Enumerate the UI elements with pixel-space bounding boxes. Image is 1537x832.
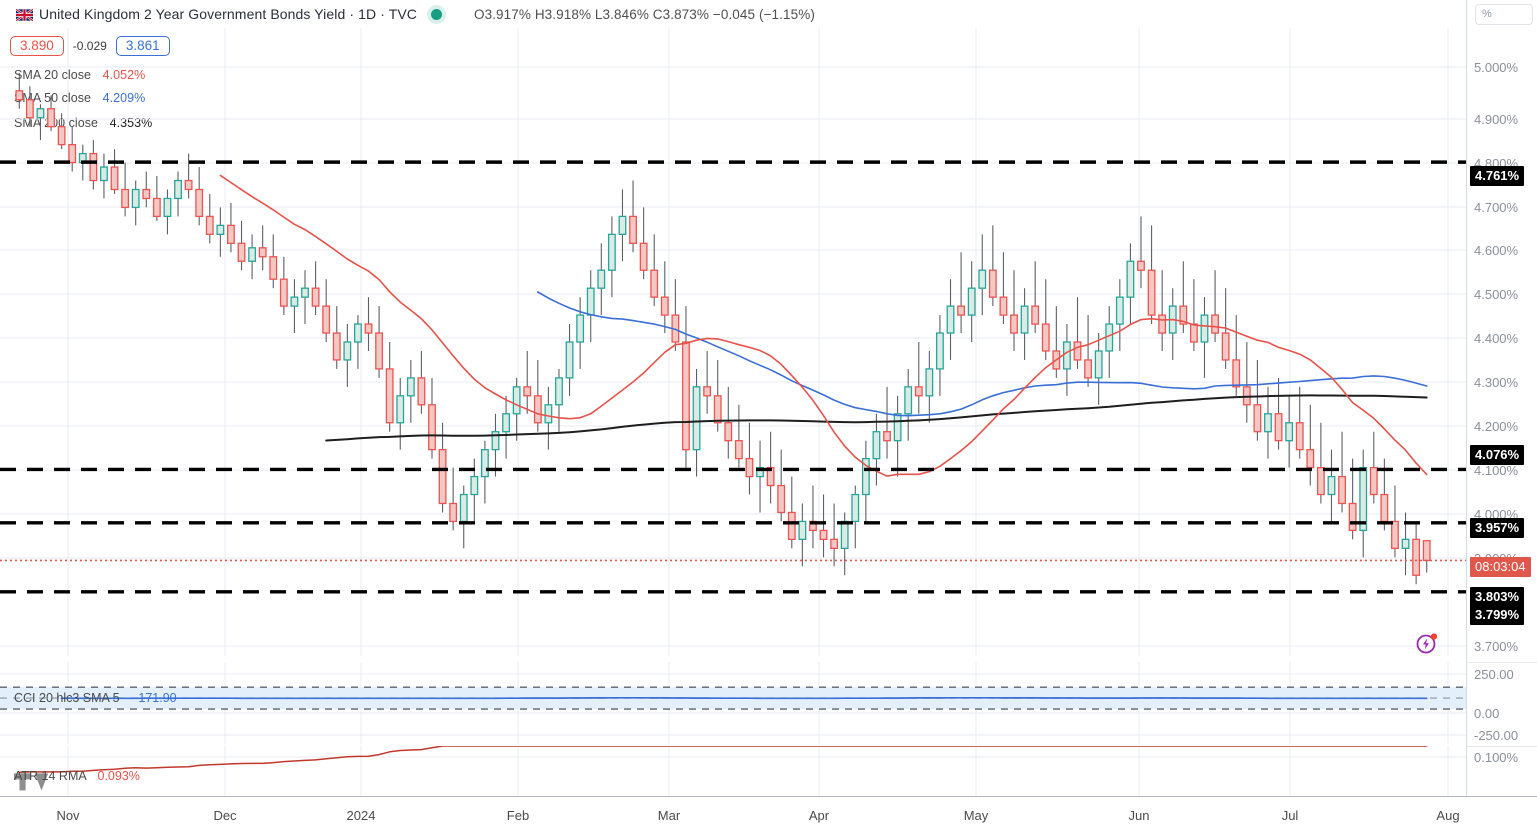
price-tick: 4.100% xyxy=(1474,463,1519,478)
cci-line xyxy=(60,696,1428,700)
legend-sma20-value: 4.052% xyxy=(102,68,146,82)
tradingview-logo xyxy=(14,773,49,791)
time-tick: Jun xyxy=(1128,808,1150,823)
lightning-alert-icon[interactable] xyxy=(1415,631,1439,655)
quote-delta: -0.029 xyxy=(72,39,107,53)
sma200-line xyxy=(325,394,1428,442)
main-price-pane[interactable] xyxy=(0,28,1466,656)
cci-indicator-pane[interactable] xyxy=(0,662,1466,744)
uk-flag-icon xyxy=(16,9,33,21)
time-tick: Aug xyxy=(1436,808,1460,823)
sma50-line xyxy=(537,291,1428,417)
price-tick: 4.700% xyxy=(1474,200,1519,215)
time-tick: Jul xyxy=(1281,808,1299,823)
price-scale[interactable]: % 5.000% 4.900% 4.800% 4.700% 4.600% 4.500% 4.… xyxy=(1466,0,1537,796)
time-axis[interactable]: Nov Dec 2024 Feb Mar Apr May Jun Jul Aug xyxy=(0,796,1537,832)
percent-mode-button[interactable]: % xyxy=(1475,4,1533,25)
time-tick: Apr xyxy=(808,808,830,823)
ask-badge[interactable]: 3.861 xyxy=(115,35,170,57)
price-tick: 4.200% xyxy=(1474,419,1519,434)
symbol-title[interactable]: United Kingdom 2 Year Government Bonds Y… xyxy=(39,6,417,22)
legend-sma50-value: 4.209% xyxy=(102,91,146,105)
atr-chart[interactable] xyxy=(0,746,1466,796)
legend-cci[interactable]: CCI 20 hlc3 SMA 5 −171.90 xyxy=(14,691,177,705)
legend-atr[interactable]: ATR 14 RMA 0.093% xyxy=(14,769,140,783)
legend-atr-label: ATR 14 RMA xyxy=(14,769,87,783)
time-tick: Dec xyxy=(213,808,237,823)
legend-cci-value: −171.90 xyxy=(131,691,177,705)
quote-row: 3.890 -0.029 3.861 xyxy=(10,34,170,58)
price-tick: 4.000% xyxy=(1474,507,1519,522)
time-tick: Mar xyxy=(657,808,681,823)
price-level-label[interactable]: 4.076% xyxy=(1470,445,1525,465)
price-level-label[interactable]: 4.761% xyxy=(1470,166,1525,186)
scale-divider-atr xyxy=(1466,746,1537,747)
price-level-label[interactable]: 3.799% xyxy=(1470,605,1525,625)
price-tick: 4.500% xyxy=(1474,287,1519,302)
price-level-label[interactable]: 3.803% xyxy=(1470,587,1525,607)
legend-atr-value: 0.093% xyxy=(97,769,140,783)
price-tick: 4.400% xyxy=(1474,331,1519,346)
cci-tick: 250.00 xyxy=(1474,667,1514,682)
legend-cci-label: CCI 20 hlc3 SMA 5 xyxy=(14,691,120,705)
countdown-label[interactable]: 08:03:04 xyxy=(1470,557,1531,577)
ohlc-values: O3.917% H3.918% L3.846% C3.873% −0.045 (… xyxy=(474,6,815,22)
legend-sma20-label: SMA 20 close xyxy=(14,68,92,82)
candlestick-chart[interactable] xyxy=(0,28,1466,656)
time-tick: 2024 xyxy=(346,808,376,823)
cci-chart[interactable] xyxy=(0,662,1466,744)
cci-tick: -250.00 xyxy=(1474,728,1519,743)
price-tick: 5.000% xyxy=(1474,60,1519,75)
price-tick: 4.600% xyxy=(1474,243,1519,258)
time-tick: Feb xyxy=(506,808,530,823)
chart-header: United Kingdom 2 Year Government Bonds Y… xyxy=(0,0,1466,28)
price-tick: 3.700% xyxy=(1474,639,1519,654)
legend-sma20[interactable]: SMA 20 close 4.052% xyxy=(14,68,145,82)
atr-indicator-pane[interactable] xyxy=(0,746,1466,796)
time-tick: May xyxy=(963,808,989,823)
scale-divider-cci xyxy=(1466,662,1537,663)
market-status-dot xyxy=(431,8,442,20)
price-tick: 4.900% xyxy=(1474,112,1519,127)
price-tick: 4.300% xyxy=(1474,375,1519,390)
time-tick: Nov xyxy=(56,808,80,823)
atr-tick: 0.100% xyxy=(1474,750,1519,765)
bid-badge[interactable]: 3.890 xyxy=(10,35,64,57)
cci-tick: 0.00 xyxy=(1474,706,1500,721)
price-level-label[interactable]: 3.957% xyxy=(1470,518,1525,538)
sma20-line xyxy=(219,174,1428,477)
atr-line xyxy=(18,746,1428,773)
